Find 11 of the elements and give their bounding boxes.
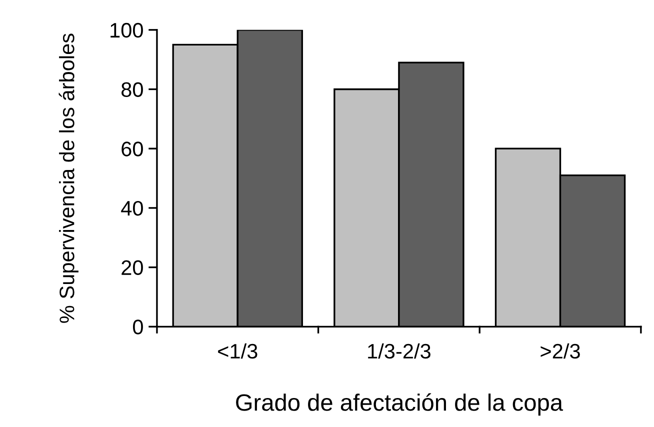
y-tick-label: 100: [110, 22, 143, 38]
y-axis-title: % Supervivencia de los árboles: [58, 34, 78, 323]
y-tick-label: 60: [122, 142, 143, 156]
x-tick-label: >2/3: [540, 343, 580, 359]
y-tick-label: 40: [121, 200, 143, 216]
x-axis-title: Grado de afectación de la copa: [236, 393, 564, 416]
y-tick-label: 20: [122, 260, 143, 276]
y-tick-label: 80: [122, 82, 143, 97]
x-tick-label: 1/3-2/3: [368, 343, 430, 359]
y-tick-label: 0: [132, 320, 143, 334]
x-tick-label: <1/3: [218, 343, 258, 359]
